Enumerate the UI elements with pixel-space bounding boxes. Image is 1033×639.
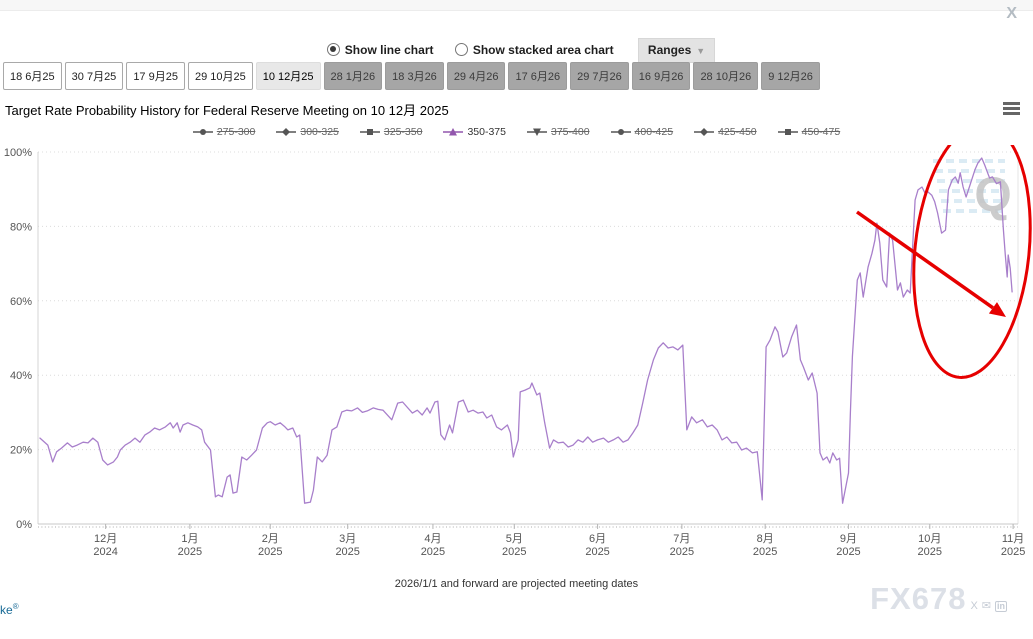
svg-text:2025: 2025 <box>421 546 445 558</box>
chart-context-menu-icon[interactable] <box>1003 102 1020 117</box>
svg-text:2024: 2024 <box>93 546 117 558</box>
svg-text:3月: 3月 <box>339 533 356 545</box>
triangle-down-marker-icon <box>527 128 547 136</box>
svg-text:9月: 9月 <box>840 533 857 545</box>
meeting-tab-18-6月25[interactable]: 18 6月25 <box>3 62 62 90</box>
legend-label: 350-375 <box>467 126 506 138</box>
chart-caption: 2026/1/1 and forward are projected meeti… <box>394 578 639 590</box>
legend-label: 450-475 <box>801 126 841 138</box>
legend-label: 375-400 <box>551 126 590 138</box>
svg-text:12月: 12月 <box>94 533 117 545</box>
meeting-tabs: 18 6月25 30 7月25 17 9月25 29 10月25 10 12月25 28 … <box>3 62 823 90</box>
probability-history-chart: 0%20%40%60%80%100%12月20241月20252月20253月2… <box>4 145 1032 558</box>
svg-text:40%: 40% <box>10 370 32 382</box>
meeting-tab-29-4月26[interactable]: 29 4月26 <box>446 62 506 90</box>
svg-text:1月: 1月 <box>181 533 198 545</box>
svg-text:7月: 7月 <box>673 533 690 545</box>
legend-item-325-350[interactable]: 325-350 <box>359 126 423 138</box>
meeting-tab-16-9月26[interactable]: 16 9月26 <box>631 62 691 90</box>
svg-text:2025: 2025 <box>258 546 282 558</box>
series-line-350-375 <box>39 157 1013 504</box>
triangle-up-marker-icon <box>443 128 464 136</box>
svg-text:2025: 2025 <box>585 546 609 558</box>
x-social-icon: X <box>970 599 978 612</box>
svg-text:2025: 2025 <box>502 546 526 558</box>
legend-item-450-475[interactable]: 450-475 <box>777 126 841 138</box>
meeting-tab-29-7月26[interactable]: 29 7月26 <box>570 62 629 90</box>
fx678-watermark: FX678 X ✉ in <box>870 581 1007 616</box>
meeting-tab-17-9月25[interactable]: 17 9月25 <box>126 62 185 90</box>
radio-stacked-area-chart[interactable]: Show stacked area chart <box>454 43 614 57</box>
svg-text:2025: 2025 <box>335 546 359 558</box>
svg-text:10月: 10月 <box>918 533 941 545</box>
top-bar <box>0 0 1033 11</box>
fx678-text: FX678 <box>870 581 967 616</box>
meeting-tab-10-12月25[interactable]: 10 12月25 <box>255 62 321 90</box>
radio-selected-icon <box>326 43 340 56</box>
svg-text:2025: 2025 <box>918 546 942 558</box>
chart-type-controls: Show line chart Show stacked area chart … <box>0 38 1033 63</box>
svg-text:2025: 2025 <box>670 546 694 558</box>
diamond-marker-icon <box>276 128 297 136</box>
share-icon: ✉ <box>981 599 991 612</box>
meeting-tab-28-10月26[interactable]: 28 10月26 <box>693 62 759 90</box>
meeting-tab-28-1月26[interactable]: 28 1月26 <box>323 62 383 90</box>
ranges-dropdown[interactable]: Ranges ▼ <box>637 38 716 63</box>
svg-text:60%: 60% <box>10 296 32 308</box>
chevron-down-icon: ▼ <box>696 46 706 56</box>
svg-text:4月: 4月 <box>424 533 441 545</box>
svg-text:80%: 80% <box>10 221 32 233</box>
svg-text:2025: 2025 <box>1001 546 1025 558</box>
svg-text:5月: 5月 <box>506 533 523 545</box>
chart-legend: 275-300 300-325 325-350 350-375 375-400 400-4… <box>0 126 1033 138</box>
svg-text:11月: 11月 <box>1002 533 1024 545</box>
meeting-tab-30-7月25[interactable]: 30 7月25 <box>64 62 124 90</box>
close-button[interactable]: X <box>1006 5 1017 22</box>
meeting-tab-17-6月26[interactable]: 17 6月26 <box>508 62 568 90</box>
chart-title: Target Rate Probability History for Fede… <box>5 103 449 118</box>
radio-stacked-area-label: Show stacked area chart <box>472 43 614 57</box>
red-arrow-annotation <box>988 302 1006 317</box>
circle-marker-icon <box>610 129 631 135</box>
diamond-marker-icon <box>694 128 715 136</box>
svg-text:100%: 100% <box>4 147 32 159</box>
legend-label: 275-300 <box>216 126 256 138</box>
ranges-label: Ranges <box>647 43 692 57</box>
svg-text:6月: 6月 <box>589 533 606 545</box>
svg-text:2月: 2月 <box>262 533 279 545</box>
square-marker-icon <box>777 129 798 135</box>
legend-item-300-325[interactable]: 300-325 <box>276 126 339 138</box>
red-ellipse-annotation <box>912 145 1032 379</box>
circle-marker-icon <box>192 129 213 135</box>
radio-line-chart[interactable]: Show line chart <box>326 43 434 57</box>
legend-label: 400-425 <box>634 126 674 138</box>
legend-label: 300-325 <box>300 126 339 138</box>
linkedin-icon: in <box>995 600 1007 612</box>
legend-item-425-450[interactable]: 425-450 <box>694 126 757 138</box>
legend-item-275-300[interactable]: 275-300 <box>192 126 256 138</box>
svg-text:20%: 20% <box>10 445 32 457</box>
legend-label: 325-350 <box>383 126 423 138</box>
radio-unselected-icon <box>454 43 468 56</box>
svg-text:8月: 8月 <box>757 533 774 545</box>
legend-label: 425-450 <box>718 126 757 138</box>
legend-item-350-375[interactable]: 350-375 <box>443 126 506 138</box>
radio-line-chart-label: Show line chart <box>344 43 434 57</box>
svg-text:2025: 2025 <box>753 546 777 558</box>
legend-item-375-400[interactable]: 375-400 <box>527 126 590 138</box>
meeting-tab-9-12月26[interactable]: 9 12月26 <box>761 62 820 90</box>
svg-text:0%: 0% <box>16 519 32 531</box>
partial-logo: ke® <box>0 602 19 617</box>
square-marker-icon <box>359 129 380 135</box>
legend-item-400-425[interactable]: 400-425 <box>610 126 674 138</box>
meeting-tab-29-10月25[interactable]: 29 10月25 <box>187 62 253 90</box>
svg-text:2025: 2025 <box>178 546 202 558</box>
meeting-tab-18-3月26[interactable]: 18 3月26 <box>385 62 444 90</box>
svg-text:2025: 2025 <box>836 546 860 558</box>
